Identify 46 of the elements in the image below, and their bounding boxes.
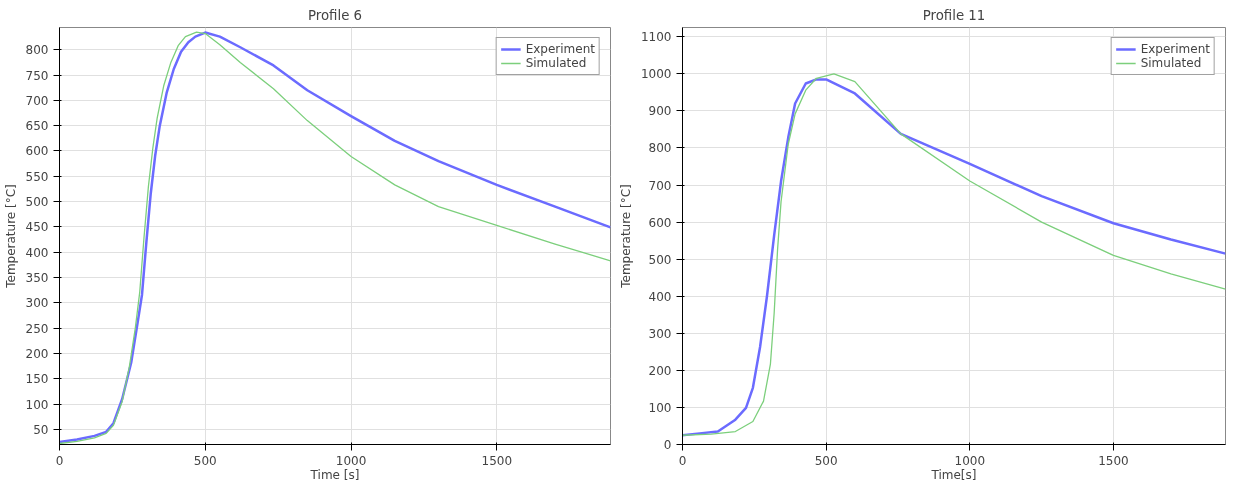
y-tick-label: 450 bbox=[25, 220, 49, 235]
y-tick-label: 750 bbox=[25, 68, 49, 83]
legend-label: Experiment bbox=[525, 42, 595, 56]
y-tick-label: 100 bbox=[648, 400, 672, 415]
y-tick-label: 1000 bbox=[640, 67, 672, 82]
y-tick-label: 200 bbox=[648, 363, 672, 378]
y-tick-label: 400 bbox=[648, 289, 672, 304]
legend-label: Experiment bbox=[1140, 42, 1210, 56]
y-tick-label: 650 bbox=[25, 119, 49, 134]
y-tick-label: 50 bbox=[33, 422, 49, 437]
x-axis-title: Time[s] bbox=[930, 467, 977, 482]
x-tick-label: 0 bbox=[55, 453, 64, 468]
x-tick-label: 0 bbox=[678, 453, 687, 468]
y-tick-label: 600 bbox=[648, 215, 672, 230]
y-tick-label: 550 bbox=[25, 169, 49, 184]
x-tick-label: 1500 bbox=[481, 453, 513, 468]
y-axis-title: Temperature [°C] bbox=[3, 184, 18, 289]
y-tick-label: 800 bbox=[648, 141, 672, 156]
y-tick-label: 300 bbox=[648, 326, 672, 341]
y-tick-label: 200 bbox=[25, 346, 49, 361]
y-tick-label: 500 bbox=[25, 195, 49, 210]
y-tick-label: 800 bbox=[25, 43, 49, 58]
x-tick-label: 500 bbox=[193, 453, 217, 468]
y-tick-label: 500 bbox=[648, 252, 672, 267]
chart-title: Profile 11 bbox=[922, 7, 986, 23]
x-tick-label: 1000 bbox=[335, 453, 367, 468]
y-tick-label: 400 bbox=[25, 245, 49, 260]
legend-label: Simulated bbox=[1140, 56, 1202, 70]
chart-title: Profile 6 bbox=[307, 7, 363, 23]
x-axis-title: Time [s] bbox=[309, 467, 360, 482]
y-tick-label: 300 bbox=[25, 296, 49, 311]
y-tick-label: 100 bbox=[25, 397, 49, 412]
y-tick-label: 350 bbox=[25, 271, 49, 285]
y-tick-label: 600 bbox=[25, 144, 49, 159]
y-tick-label: 700 bbox=[648, 178, 672, 193]
legend-label: Simulated bbox=[525, 56, 587, 70]
y-tick-label: 150 bbox=[25, 372, 49, 387]
y-tick-label: 700 bbox=[25, 93, 49, 108]
x-tick-label: 1500 bbox=[1098, 453, 1129, 468]
y-tick-label: 0 bbox=[663, 438, 672, 452]
x-tick-label: 500 bbox=[814, 453, 838, 468]
y-axis-title: Temperature [°C] bbox=[618, 184, 633, 289]
y-tick-label: 900 bbox=[648, 104, 672, 119]
y-tick-label: 1100 bbox=[640, 30, 672, 45]
y-tick-label: 250 bbox=[25, 321, 49, 336]
x-tick-label: 1000 bbox=[954, 453, 986, 468]
